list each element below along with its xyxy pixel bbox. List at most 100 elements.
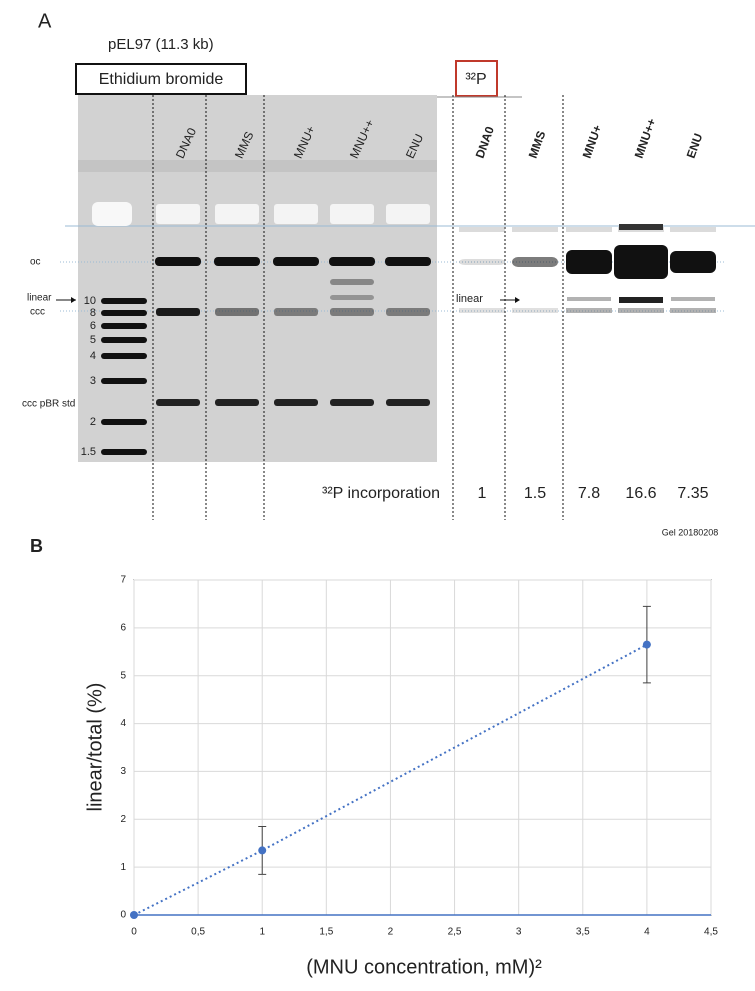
point [130,911,138,919]
band [670,251,716,273]
well [215,204,259,224]
band [385,257,431,266]
band [512,308,558,313]
band [215,308,259,316]
well [330,204,374,224]
x-tick-label: 1 [259,927,265,938]
band [618,308,664,313]
band [215,399,259,406]
ladder-band [101,337,147,343]
band [670,308,716,313]
incorporation-value: 7.35 [677,485,708,502]
y-tick-label: 3 [120,766,126,777]
incorporation-value: 16.6 [625,485,656,502]
band [671,297,715,301]
lane-label: DNA0 [473,124,497,160]
ladder-label: 2 [90,416,96,428]
band [156,399,200,406]
band [155,257,201,266]
well [92,202,132,226]
gel-edge [78,160,437,172]
y-tick-label: 1 [120,862,126,873]
band [459,227,505,232]
x-tick-label: 2 [388,927,394,938]
radio-box [455,60,498,97]
x-tick-label: 0,5 [191,927,205,938]
y-tick-label: 2 [120,814,126,825]
ladder-band [101,419,147,425]
ladder-label: 1.5 [81,446,96,458]
band [329,257,375,266]
ladder-label: 6 [90,320,96,332]
x-tick-label: 3 [516,927,522,938]
y-tick-label: 5 [120,670,126,681]
ladder-label: 10 [84,295,96,307]
band-label: ccc pBR std [22,399,75,410]
x-tick-label: 4 [644,927,650,938]
x-tick-label: 4,5 [704,927,718,938]
lane-label: MMS [526,129,549,160]
y-axis-title: linear/total (%) [84,683,106,812]
x-axis-title: (MNU concentration, mM)² [306,956,542,978]
plot-frame [133,579,712,916]
incorporation-value: 1 [478,485,487,502]
band [330,308,374,316]
band [512,257,558,267]
x-tick-label: 2,5 [448,927,462,938]
band-label: ccc [30,307,45,318]
band [670,227,716,232]
panel-label: B [30,536,43,556]
x-tick-label: 0 [131,927,137,938]
well [274,204,318,224]
band [214,257,260,266]
ladder-label: 4 [90,350,96,362]
band [614,245,668,279]
band [566,308,612,313]
ladder-band [101,449,147,455]
radio-label: ³²P [465,71,486,88]
band-label: linear [27,293,52,304]
band [330,279,374,285]
y-tick-label: 6 [120,622,126,633]
ladder-label: 3 [90,375,96,387]
ladder-band [101,298,147,304]
lane-label: MNU+ [580,123,605,160]
band [566,250,612,274]
incorporation-value: 1.5 [524,485,546,502]
y-tick-label: 0 [120,910,126,921]
stain-label: Ethidium bromide [99,71,224,88]
band-label: oc [30,257,41,268]
band [386,399,430,406]
ladder-band [101,323,147,329]
band [156,308,200,316]
radio-band-label: linear [456,293,483,305]
arrow-head [515,297,520,303]
y-tick-label: 4 [120,718,126,729]
x-tick-label: 3,5 [576,927,590,938]
incorporation-value: 7.8 [578,485,600,502]
arrow-head [71,297,76,303]
ladder-label: 5 [90,334,96,346]
band [512,227,558,232]
band [386,308,430,316]
ladder-label: 8 [90,307,96,319]
band [273,257,319,266]
band [274,399,318,406]
incorporation-label: ³²P incorporation [322,485,440,502]
ladder-band [101,378,147,384]
well [156,204,200,224]
band [330,295,374,300]
gel-image [78,95,437,462]
point [258,846,267,855]
band [330,399,374,406]
well [386,204,430,224]
x-tick-label: 1,5 [319,927,333,938]
band [619,297,663,303]
lane-label: ENU [684,132,706,161]
ladder-band [101,353,147,359]
stain-box [75,63,247,95]
y-tick-label: 7 [120,575,126,586]
point [642,640,651,649]
band [566,227,612,232]
